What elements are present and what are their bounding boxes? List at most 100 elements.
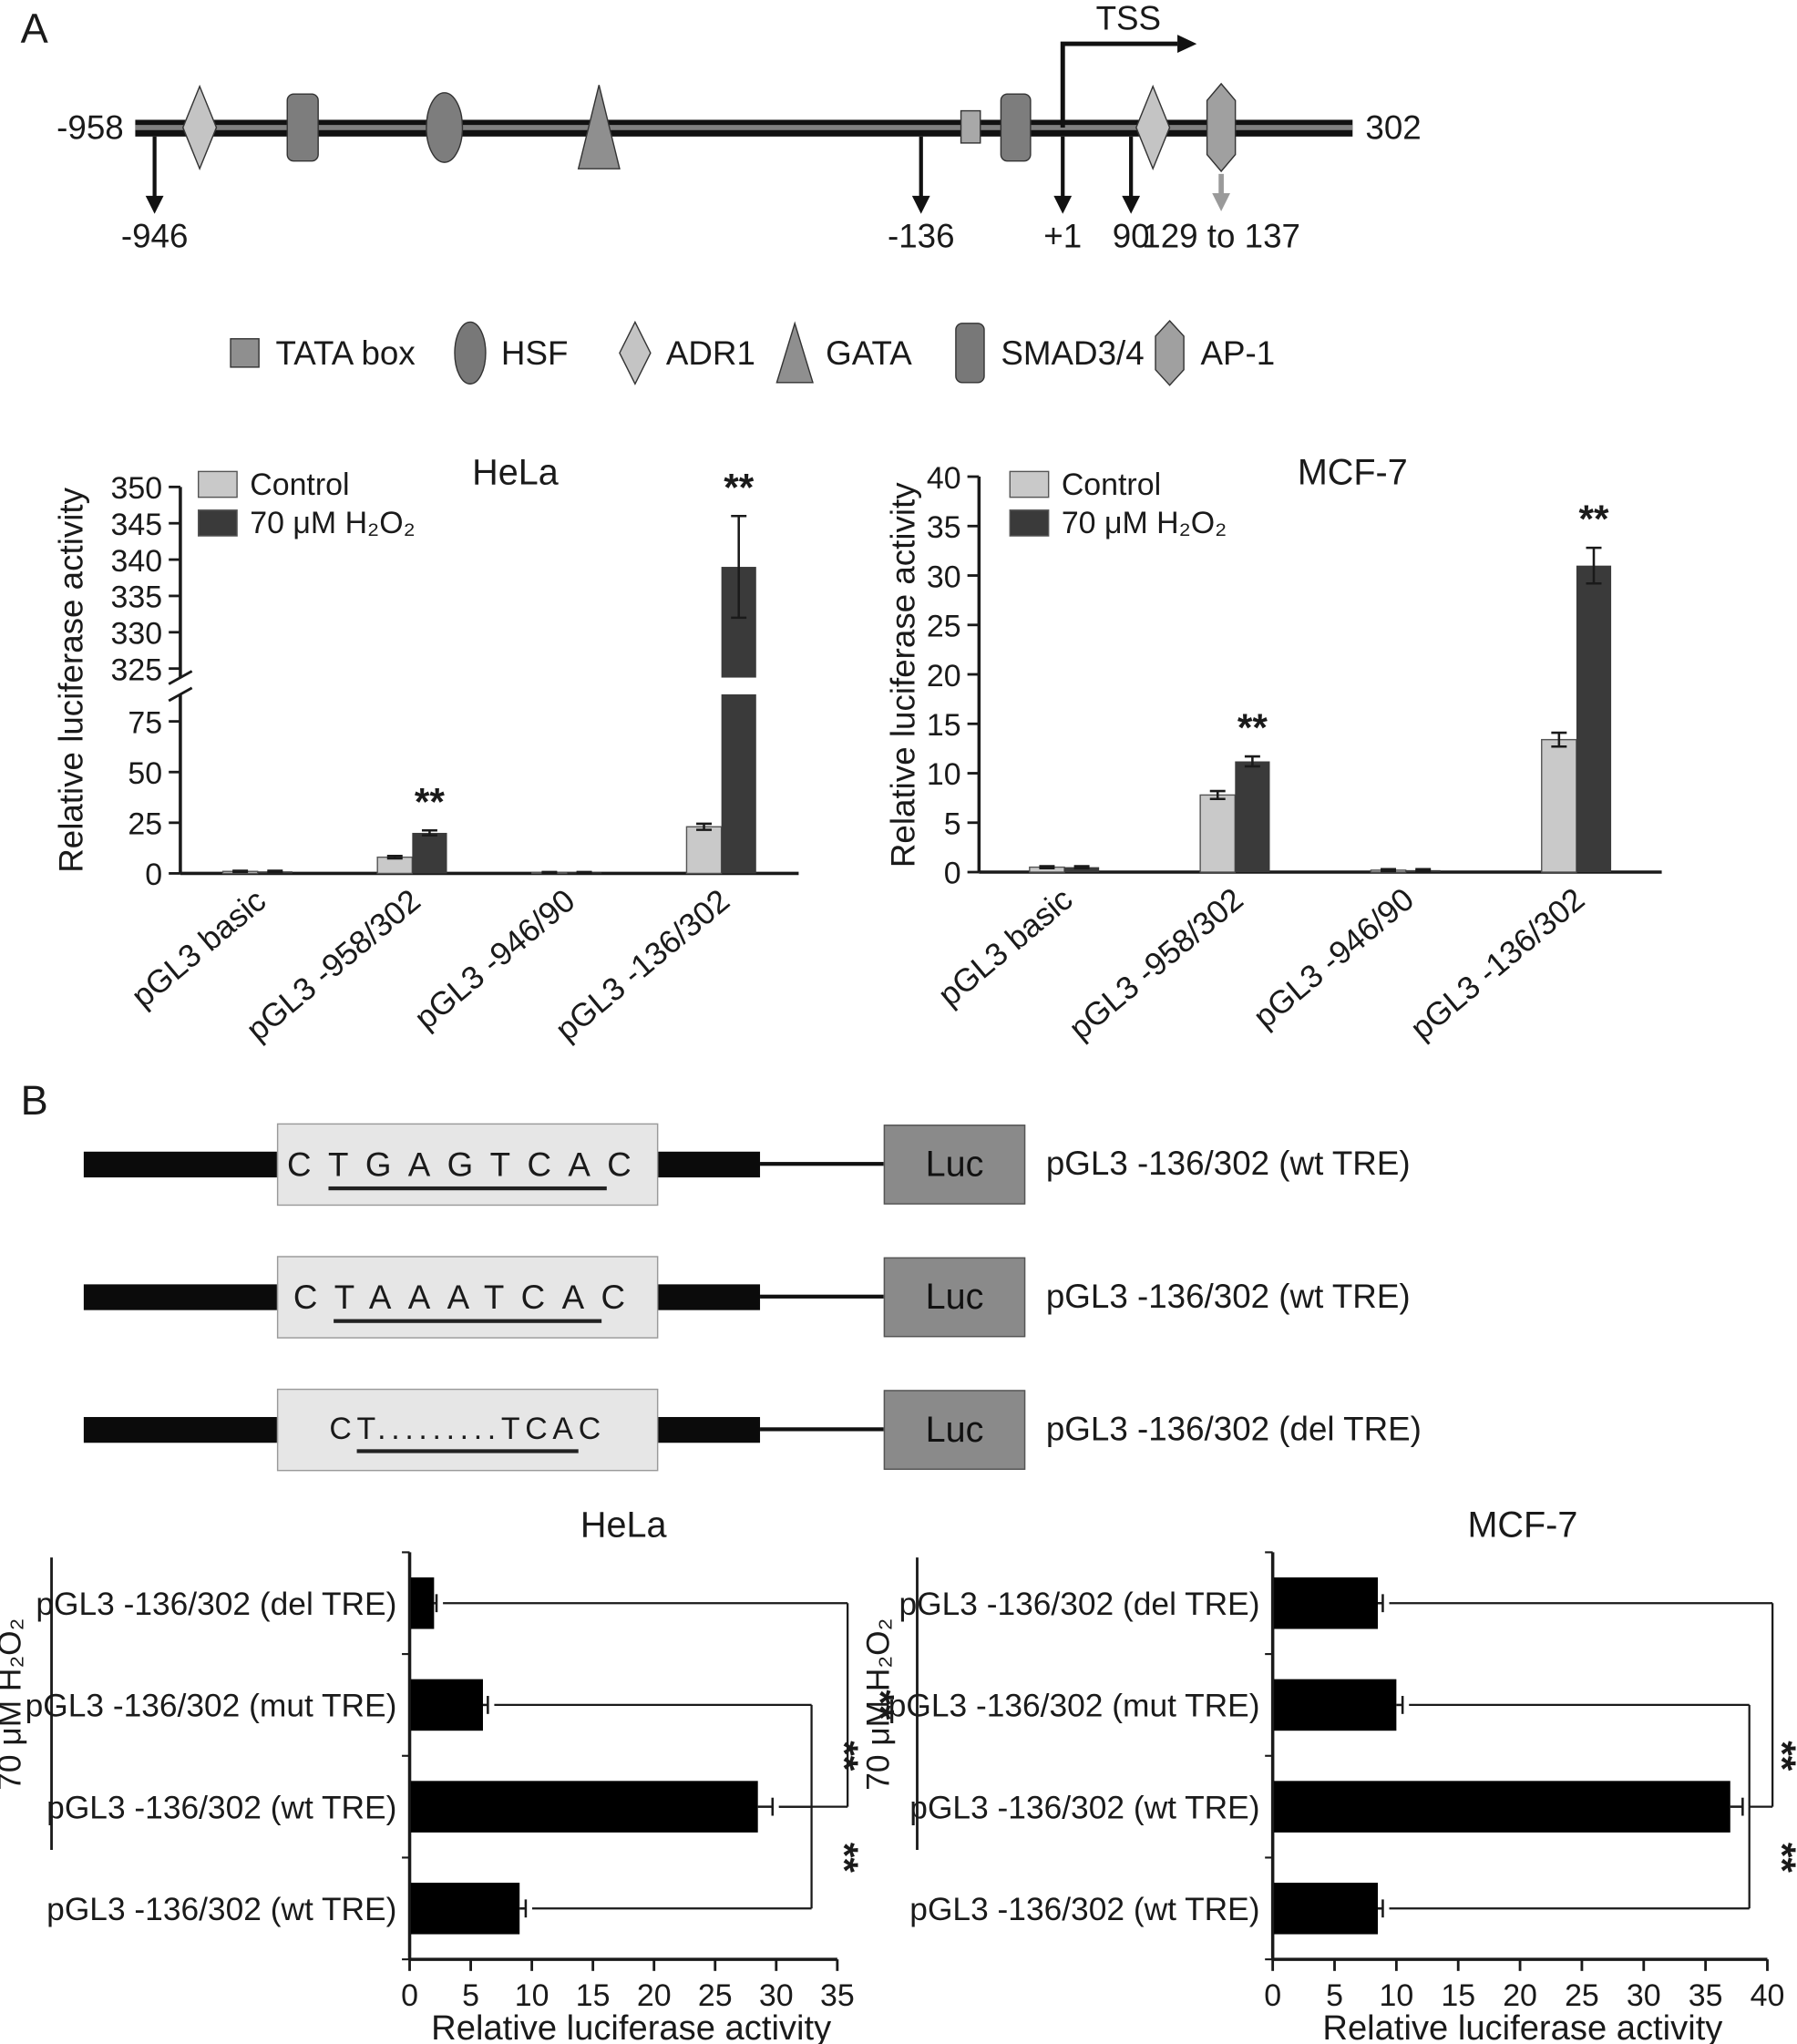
promoter-segment	[658, 1151, 761, 1178]
gata-icon	[775, 321, 814, 384]
y-axis-title: Relative luciferase activity	[52, 487, 89, 872]
category-label: pGL3 -136/302 (wt TRE)	[46, 1892, 396, 1927]
category-label: pGL3 -136/302 (wt TRE)	[909, 1790, 1259, 1825]
promoter-schematic: -958 302 TSS -946 -136 +1 90 129 to 137	[56, 0, 1422, 254]
adr1-site-shape	[181, 84, 218, 171]
tick-label: 25	[927, 610, 961, 644]
tick-label: 330	[111, 617, 163, 652]
construct-name: pGL3 -136/302 (wt TRE)	[1045, 1276, 1411, 1316]
tick-label: 50	[128, 756, 162, 791]
x-axis-title: Relative luciferase activity	[431, 2008, 831, 2044]
promoter-segment	[658, 1416, 761, 1443]
right-end-coordinate: 302	[1365, 109, 1421, 147]
luc-label: Luc	[925, 1409, 984, 1450]
tss-label: TSS	[1096, 0, 1161, 37]
seq-post: C	[601, 1277, 642, 1317]
tick-label: 5	[1326, 1978, 1343, 2013]
category-label: pGL3 basic	[125, 883, 272, 1015]
bar	[1274, 1679, 1397, 1731]
significance-label: **	[724, 466, 754, 508]
axis-break-mask	[164, 677, 799, 694]
tick-label: 5	[462, 1978, 479, 2013]
category-label: pGL3 basic	[931, 881, 1079, 1013]
tick-label: 15	[927, 708, 961, 743]
adr1-icon	[619, 320, 652, 385]
panel-b-label: B	[20, 1076, 48, 1124]
promoter-segment	[658, 1284, 761, 1310]
marker-label: 129 to 137	[1142, 217, 1300, 254]
panel-a-label: A	[20, 5, 48, 52]
tick-label: 30	[759, 1978, 794, 2013]
bar	[1235, 761, 1270, 873]
marker-label: -946	[121, 217, 189, 254]
category-label: pGL3 -136/302 (del TRE)	[36, 1587, 396, 1622]
y-axis-title: Relative luciferase activity	[885, 482, 922, 868]
smad-site-shape	[1000, 93, 1032, 162]
tick-label: 75	[128, 705, 162, 740]
category-label: pGL3 -136/302 (del TRE)	[898, 1587, 1259, 1622]
tata-box-shape	[286, 93, 319, 162]
legend-label: AP-1	[1200, 333, 1276, 372]
group-label: 70 μM H₂O₂	[860, 1618, 896, 1791]
seq-pre: C	[329, 1412, 357, 1447]
construct-name: pGL3 -136/302 (del TRE)	[1045, 1409, 1422, 1448]
tick-label: 0	[944, 857, 961, 891]
shape-legend: TATA box HSF ADR1 GATA SMAD3/4 AP-1	[0, 317, 1797, 392]
ap1-icon	[1155, 319, 1185, 386]
tre-sequence-box: CT.........TCAC	[276, 1388, 659, 1472]
luc-label: Luc	[925, 1276, 984, 1317]
legend-item-tata-box: TATA box	[225, 317, 416, 389]
tick-label: 15	[576, 1978, 611, 2013]
bar	[1576, 565, 1612, 873]
category-label: pGL3 -136/302 (wt TRE)	[46, 1790, 396, 1825]
hsf-icon	[454, 321, 487, 385]
promoter-segment	[83, 1416, 277, 1443]
legend-label: Control	[1062, 467, 1161, 502]
x-axis-title: Relative luciferase activity	[1322, 2008, 1722, 2044]
chart-title: MCF-7	[1467, 1505, 1577, 1545]
legend-label: TATA box	[275, 333, 416, 372]
tick-label: 345	[111, 508, 163, 542]
legend-label: GATA	[826, 333, 912, 372]
chart-title: HeLa	[580, 1505, 668, 1545]
seq-post: C	[607, 1145, 649, 1184]
bar	[1541, 738, 1577, 873]
seq-core: TGAGTCA	[327, 1145, 608, 1190]
significance-label: **	[823, 1843, 866, 1873]
marker-arrowhead-icon	[145, 195, 164, 214]
bar	[376, 856, 414, 875]
construct-name: pGL3 -136/302 (wt TRE)	[1045, 1144, 1411, 1183]
significance-label: **	[1761, 1741, 1797, 1771]
tre-sequence: CTGAGTCAC	[287, 1145, 649, 1190]
tick-label: 20	[637, 1978, 672, 2013]
tick-label: 35	[1689, 1978, 1723, 2013]
mcf7-tre-chart: 0 5 10 15 20 25 30 35 40 pGL3 -136/302 (del TRE) p…	[860, 1505, 1797, 2044]
legend-label: SMAD3/4	[1001, 333, 1145, 372]
marker-label: -136	[888, 217, 955, 254]
bar	[685, 826, 723, 875]
tick-label: 10	[927, 757, 961, 792]
group-label: 70 μM H₂O₂	[0, 1618, 28, 1791]
bar	[1199, 794, 1237, 873]
axis-break-mark	[168, 686, 193, 703]
tick-label: 40	[1751, 1978, 1785, 2013]
category-label: pGL3 -946/90	[1247, 881, 1421, 1035]
bar	[410, 1679, 483, 1731]
significance-label: **	[1237, 706, 1268, 749]
connector-line	[760, 1427, 884, 1432]
tick-label: 5	[944, 806, 961, 841]
seq-pre: C	[287, 1145, 328, 1184]
adr1-site-shape-2	[1135, 84, 1171, 171]
category-label: pGL3 -136/302 (wt TRE)	[909, 1892, 1259, 1927]
ap1-site-shape	[1206, 82, 1237, 173]
legend-swatch	[197, 509, 238, 537]
significance-label: **	[415, 780, 445, 823]
construct-row-del: CT.........TCAC Luc pGL3 -136/302 (del T…	[0, 1388, 1797, 1472]
tre-sequence-box: CTAAATCAC	[276, 1256, 659, 1339]
legend-label: 70 μM H₂O₂	[250, 506, 416, 540]
left-end-coordinate: -958	[56, 109, 124, 147]
tre-sequence-box: CTGAGTCAC	[276, 1123, 659, 1207]
category-label: pGL3 -136/302	[1404, 881, 1592, 1046]
marker-arrowhead-icon	[1053, 195, 1073, 214]
